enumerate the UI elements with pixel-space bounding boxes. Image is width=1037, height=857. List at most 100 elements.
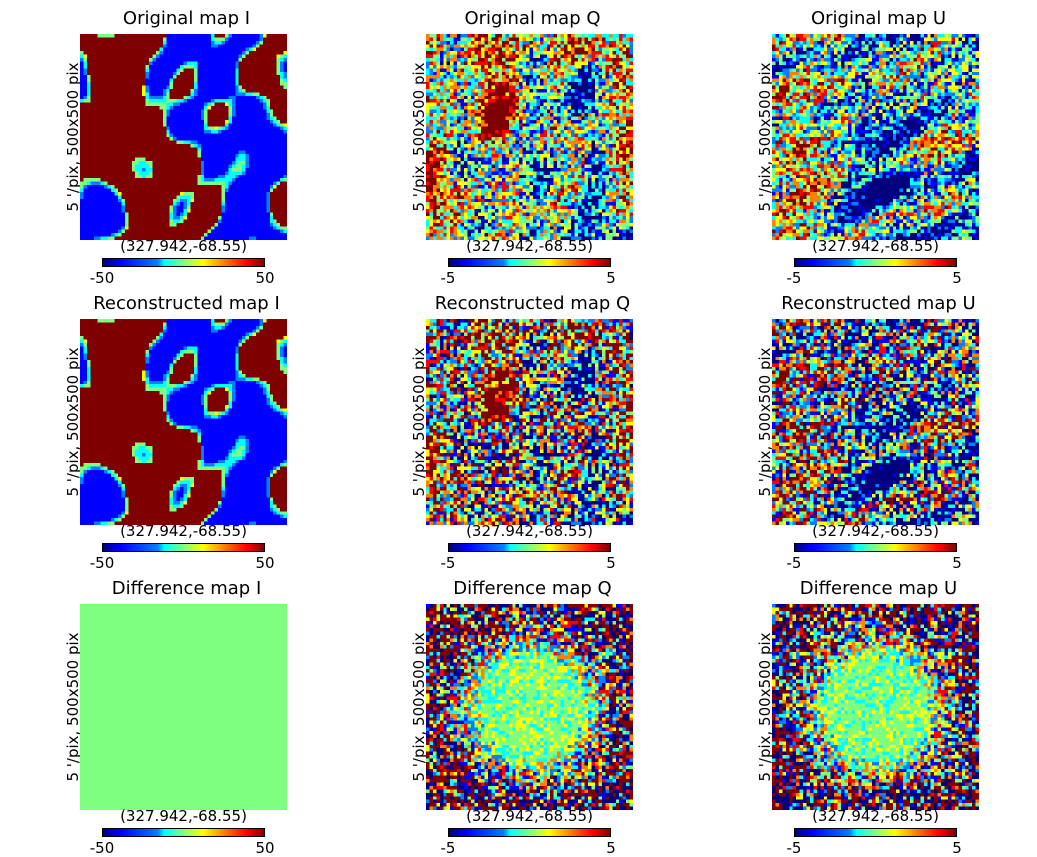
heatmap-cell: [139, 202, 143, 206]
heatmap-cell: [543, 68, 547, 72]
heatmap-cell: [609, 55, 613, 59]
heatmap-cell: [197, 154, 201, 158]
heatmap-cell: [440, 96, 444, 100]
heatmap-cell: [595, 34, 599, 38]
heatmap-cell: [457, 92, 461, 96]
heatmap-cell: [211, 171, 215, 175]
heatmap-cell: [173, 61, 177, 65]
heatmap-cell: [115, 158, 119, 162]
heatmap-cell: [561, 86, 565, 90]
heatmap-cell: [554, 96, 558, 100]
heatmap-cell: [101, 195, 105, 199]
heatmap-cell: [509, 75, 513, 79]
heatmap-cell: [557, 41, 561, 45]
heatmap-cell: [543, 92, 547, 96]
heatmap-cell: [135, 219, 139, 223]
heatmap-cell: [170, 192, 174, 196]
heatmap-cell: [616, 65, 620, 69]
heatmap-cell: [616, 110, 620, 114]
heatmap-cell: [225, 123, 229, 127]
heatmap-cell: [101, 230, 105, 234]
heatmap-cell: [540, 82, 544, 86]
heatmap-cell: [277, 37, 281, 41]
heatmap-cell: [433, 34, 437, 38]
heatmap-cell: [80, 120, 84, 124]
heatmap-cell: [273, 151, 277, 155]
heatmap-cell: [146, 137, 150, 141]
heatmap-cell: [118, 68, 122, 72]
heatmap-cell: [519, 99, 523, 103]
heatmap-cell: [259, 110, 263, 114]
heatmap-cell: [530, 51, 534, 55]
heatmap-cell: [180, 140, 184, 144]
heatmap-cell: [208, 123, 212, 127]
heatmap-cell: [197, 175, 201, 179]
heatmap-cell: [149, 158, 153, 162]
heatmap-cell: [502, 34, 506, 38]
heatmap-cell: [447, 92, 451, 96]
heatmap-cell: [561, 51, 565, 55]
heatmap-cell: [163, 195, 167, 199]
heatmap-cell: [585, 110, 589, 114]
heatmap-cell: [97, 58, 101, 62]
heatmap-cell: [502, 58, 506, 62]
heatmap-cell: [159, 75, 163, 79]
heatmap-cell: [163, 175, 167, 179]
heatmap-cell: [149, 61, 153, 65]
heatmap-cell: [201, 113, 205, 117]
heatmap-cell: [612, 37, 616, 41]
heatmap-cell: [208, 86, 212, 90]
heatmap-cell: [502, 55, 506, 59]
heatmap-cell: [142, 96, 146, 100]
heatmap-cell: [101, 137, 105, 141]
heatmap-cell: [599, 55, 603, 59]
heatmap-cell: [104, 206, 108, 210]
heatmap-cell: [280, 75, 284, 79]
heatmap-cell: [194, 41, 198, 45]
heatmap-cell: [90, 55, 94, 59]
heatmap-cell: [461, 106, 465, 110]
heatmap-cell: [557, 99, 561, 103]
heatmap-cell: [218, 123, 222, 127]
heatmap-cell: [485, 79, 489, 83]
heatmap-cell: [266, 72, 270, 76]
heatmap-cell: [83, 37, 87, 41]
heatmap-cell: [467, 96, 471, 100]
heatmap-cell: [232, 164, 236, 168]
heatmap-cell: [239, 103, 243, 107]
heatmap-cell: [249, 120, 253, 124]
heatmap-cell: [461, 72, 465, 76]
heatmap-cell: [159, 51, 163, 55]
heatmap-cell: [630, 51, 633, 55]
heatmap-cell: [571, 92, 575, 96]
heatmap-cell: [218, 151, 222, 155]
heatmap-cell: [104, 158, 108, 162]
heatmap-cell: [80, 137, 84, 141]
heatmap-cell: [211, 65, 215, 69]
heatmap-cell: [197, 226, 201, 230]
heatmap-cell: [139, 116, 143, 120]
heatmap-cell: [90, 34, 94, 38]
heatmap-cell: [90, 68, 94, 72]
heatmap-cell: [80, 195, 84, 199]
heatmap-cell: [173, 110, 177, 114]
heatmap-cell: [554, 99, 558, 103]
heatmap-cell: [135, 195, 139, 199]
heatmap-cell: [115, 206, 119, 210]
heatmap-cell: [184, 189, 188, 193]
heatmap-cell: [97, 106, 101, 110]
heatmap-cell: [225, 151, 229, 155]
heatmap-cell: [187, 192, 191, 196]
heatmap-cell: [197, 140, 201, 144]
heatmap-cell: [530, 72, 534, 76]
heatmap-cell: [239, 213, 243, 217]
heatmap-cell: [478, 51, 482, 55]
heatmap-cell: [256, 206, 260, 210]
heatmap-cell: [194, 219, 198, 223]
heatmap-cell: [201, 120, 205, 124]
heatmap-cell: [152, 55, 156, 59]
heatmap-cell: [457, 55, 461, 59]
heatmap-cell: [492, 103, 496, 107]
heatmap-cell: [232, 120, 236, 124]
heatmap-cell: [249, 110, 253, 114]
